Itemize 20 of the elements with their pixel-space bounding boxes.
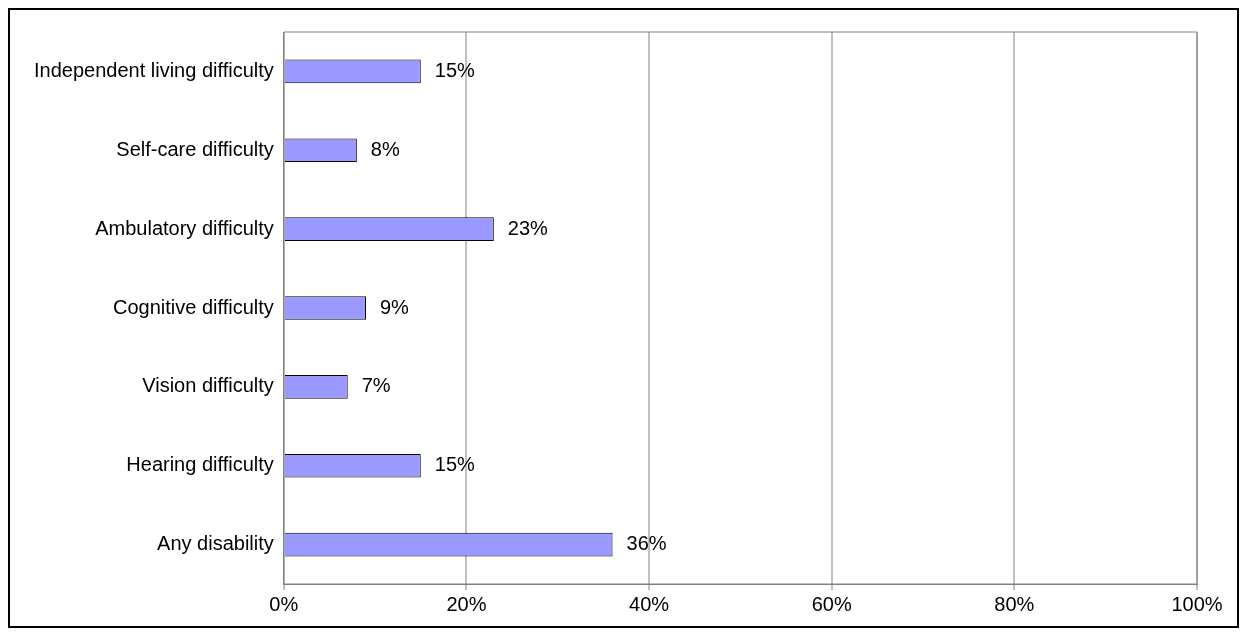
x-tick-label: 40% (629, 592, 670, 615)
data-label: 15% (434, 58, 476, 81)
data-label: 15% (434, 453, 476, 476)
data-label: 9% (379, 295, 410, 318)
data-label: 8% (370, 137, 400, 160)
data-label: 36% (626, 532, 667, 555)
y-tick-label: Cognitive difficulty (112, 295, 274, 318)
x-tick-label: 100% (1171, 592, 1223, 615)
y-tick-label: Hearing difficulty (126, 453, 274, 476)
data-label: 23% (507, 216, 549, 239)
data-label: 7% (361, 374, 391, 397)
y-tick-label: Vision difficulty (142, 374, 274, 397)
y-tick-label: Self-care difficulty (116, 137, 274, 160)
y-tick-label: Ambulatory difficulty (95, 216, 274, 239)
y-tick-label: Any disability (157, 532, 274, 555)
x-tick-label: 60% (811, 592, 852, 615)
y-tick-label: Independent living difficulty (34, 58, 274, 81)
x-tick-label: 0% (269, 592, 299, 615)
x-tick-label: 20% (446, 592, 487, 615)
x-tick-label: 80% (994, 592, 1035, 615)
